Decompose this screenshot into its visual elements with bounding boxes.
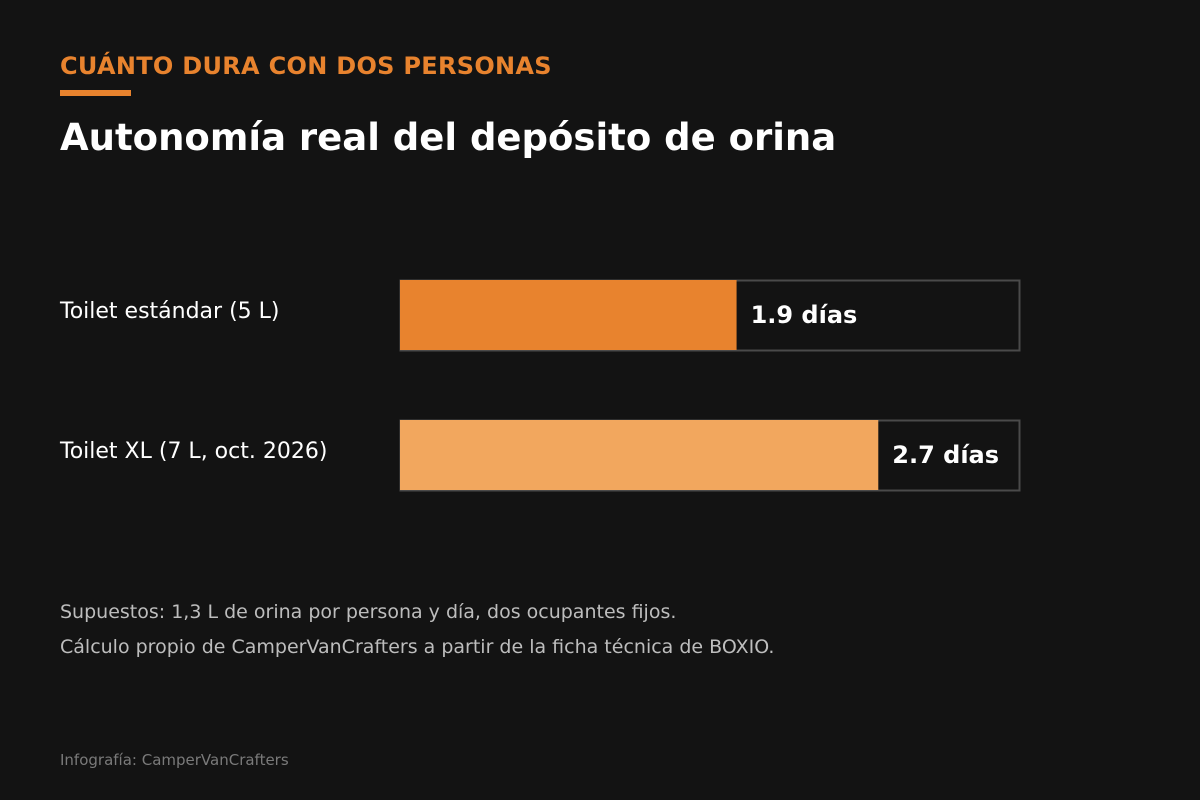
- eyebrow-underline: [60, 90, 131, 96]
- bar: [400, 420, 879, 490]
- category-label: Toilet estándar (5 L): [59, 299, 279, 324]
- value-label: 1.9 días: [751, 301, 858, 329]
- assumptions-note: Supuestos: 1,3 L de orina por persona y …: [60, 601, 677, 623]
- credit-line: Infografía: CamperVanCrafters: [60, 751, 289, 769]
- chart-eyebrow: CUÁNTO DURA CON DOS PERSONAS: [60, 52, 552, 80]
- source-note: Cálculo propio de CamperVanCrafters a pa…: [60, 636, 775, 658]
- bar: [400, 280, 737, 350]
- chart-title: Autonomía real del depósito de orina: [60, 116, 837, 159]
- category-label: Toilet XL (7 L, oct. 2026): [59, 439, 327, 464]
- value-label: 2.7 días: [892, 441, 999, 469]
